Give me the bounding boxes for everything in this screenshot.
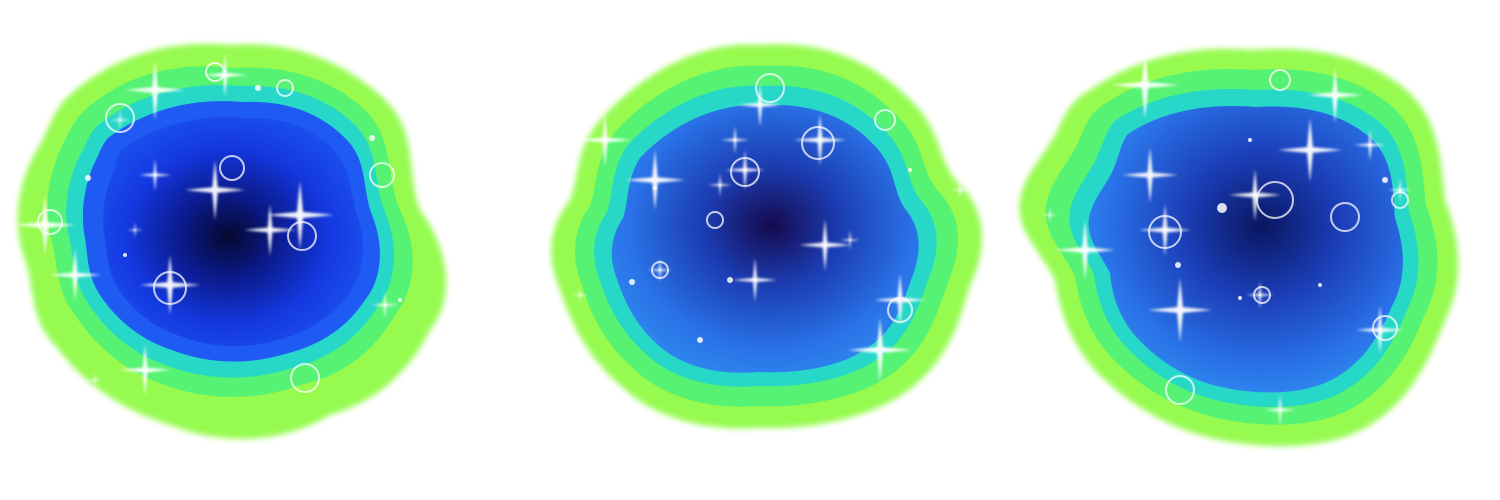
sparkle-icon <box>127 222 143 238</box>
deep-core-layer <box>103 117 364 347</box>
sparkle-icon <box>1229 169 1281 221</box>
sparkle-dot-icon <box>123 253 127 257</box>
bubble-ring-icon <box>730 157 760 187</box>
sparkle-icon <box>1278 118 1342 182</box>
inner-blue-layer <box>1088 105 1403 393</box>
portal-left <box>17 43 447 439</box>
sparkle-icon <box>139 159 171 191</box>
sparkle-icon <box>244 204 296 256</box>
sparkle-icon <box>648 258 672 282</box>
bubble-ring-icon <box>755 73 785 103</box>
bubble-ring-icon <box>219 155 245 181</box>
bubble-ring-icon <box>37 209 63 235</box>
sparkle-icon <box>1354 129 1386 161</box>
bubble-ring-icon <box>369 162 395 188</box>
sparkle-dot-icon <box>629 279 635 285</box>
bubble-ring-icon <box>105 103 135 133</box>
bubble-ring-icon <box>706 211 724 229</box>
sparkle-icon <box>738 83 782 127</box>
sparkle-dot-icon <box>1318 283 1322 287</box>
bubble-ring-icon <box>287 221 317 251</box>
bubble-ring-icon <box>1269 69 1291 91</box>
sparkle-icon <box>1388 178 1412 202</box>
bubble-ring-icon <box>1330 202 1360 232</box>
bubble-ring-icon <box>153 271 187 305</box>
sparkle-layer <box>15 51 1412 426</box>
sparkle-icon <box>15 195 75 255</box>
sparkle-dot-icon <box>653 186 657 190</box>
sparkle-icon <box>371 291 399 319</box>
sparkle-icon <box>1111 51 1179 119</box>
sparkle-dot-icon <box>369 135 375 141</box>
sparkle-icon <box>87 372 103 388</box>
sparkle-icon <box>1139 204 1191 256</box>
bubble-ring-icon <box>1165 375 1195 405</box>
sparkle-icon <box>950 180 970 200</box>
sparkle-dot-icon <box>1382 177 1388 183</box>
sparkle-icon <box>721 126 749 154</box>
sparkle-dot-icon <box>697 337 703 343</box>
sparkle-icon <box>579 114 631 166</box>
sparkle-dot-icon <box>398 298 402 302</box>
sparkle-icon <box>1307 67 1363 123</box>
sparkle-icon <box>1042 207 1058 223</box>
sparkle-icon <box>572 287 588 303</box>
sparkle-icon <box>1356 306 1404 354</box>
bubble-ring-icon <box>1253 286 1271 304</box>
portal-right <box>1019 48 1459 447</box>
bubble-ring-icon <box>1372 315 1398 341</box>
sparkle-icon <box>799 219 851 271</box>
sparkle-icon <box>140 255 200 315</box>
sparkle-icon <box>840 230 860 250</box>
bubble-ring-icon <box>1148 215 1182 249</box>
sparkle-dot-icon <box>1248 138 1252 142</box>
sparkle-dot-icon <box>1217 203 1227 213</box>
sparkle-dot-icon <box>255 85 261 91</box>
sparkle-dot-icon <box>1238 296 1242 300</box>
sparkle-icon <box>185 160 245 220</box>
sparkle-dot-icon <box>908 168 912 172</box>
bubble-ring-icon <box>651 261 669 279</box>
sparkle-icon <box>794 114 846 166</box>
sparkle-icon <box>266 181 334 249</box>
bubble-ring-icon <box>276 79 294 97</box>
sparkle-icon <box>1148 278 1212 342</box>
sparkle-dot-icon <box>1175 262 1181 268</box>
sparkle-icon <box>1055 220 1115 280</box>
sparkle-icon <box>1122 147 1178 203</box>
bubble-ring-icon <box>1391 191 1409 209</box>
sparkle-icon <box>110 110 130 130</box>
bubble-ring-icon <box>801 126 835 160</box>
bubble-ring-icon <box>290 363 320 393</box>
sparkle-dot-icon <box>85 175 91 181</box>
bubble-ring-icon <box>205 62 225 82</box>
sparkle-icon <box>125 60 185 120</box>
sparkle-dot-icon <box>727 277 733 283</box>
sparkle-icon <box>625 150 685 210</box>
bubble-ring-icon <box>1256 181 1294 219</box>
sparkle-icon <box>1246 281 1274 309</box>
inner-blue-layer <box>611 104 919 373</box>
sparkle-icon <box>848 318 912 382</box>
sparkle-icon <box>1264 394 1296 426</box>
bubble-ring-icon <box>887 297 913 323</box>
sparkle-icon <box>725 150 765 190</box>
sparkle-icon <box>733 258 777 302</box>
bubble-ring-icon <box>874 109 896 131</box>
sparkle-icon <box>708 173 732 197</box>
sparkle-icon <box>119 344 171 396</box>
portal-middle <box>551 44 982 429</box>
sparkle-icon <box>49 249 101 301</box>
